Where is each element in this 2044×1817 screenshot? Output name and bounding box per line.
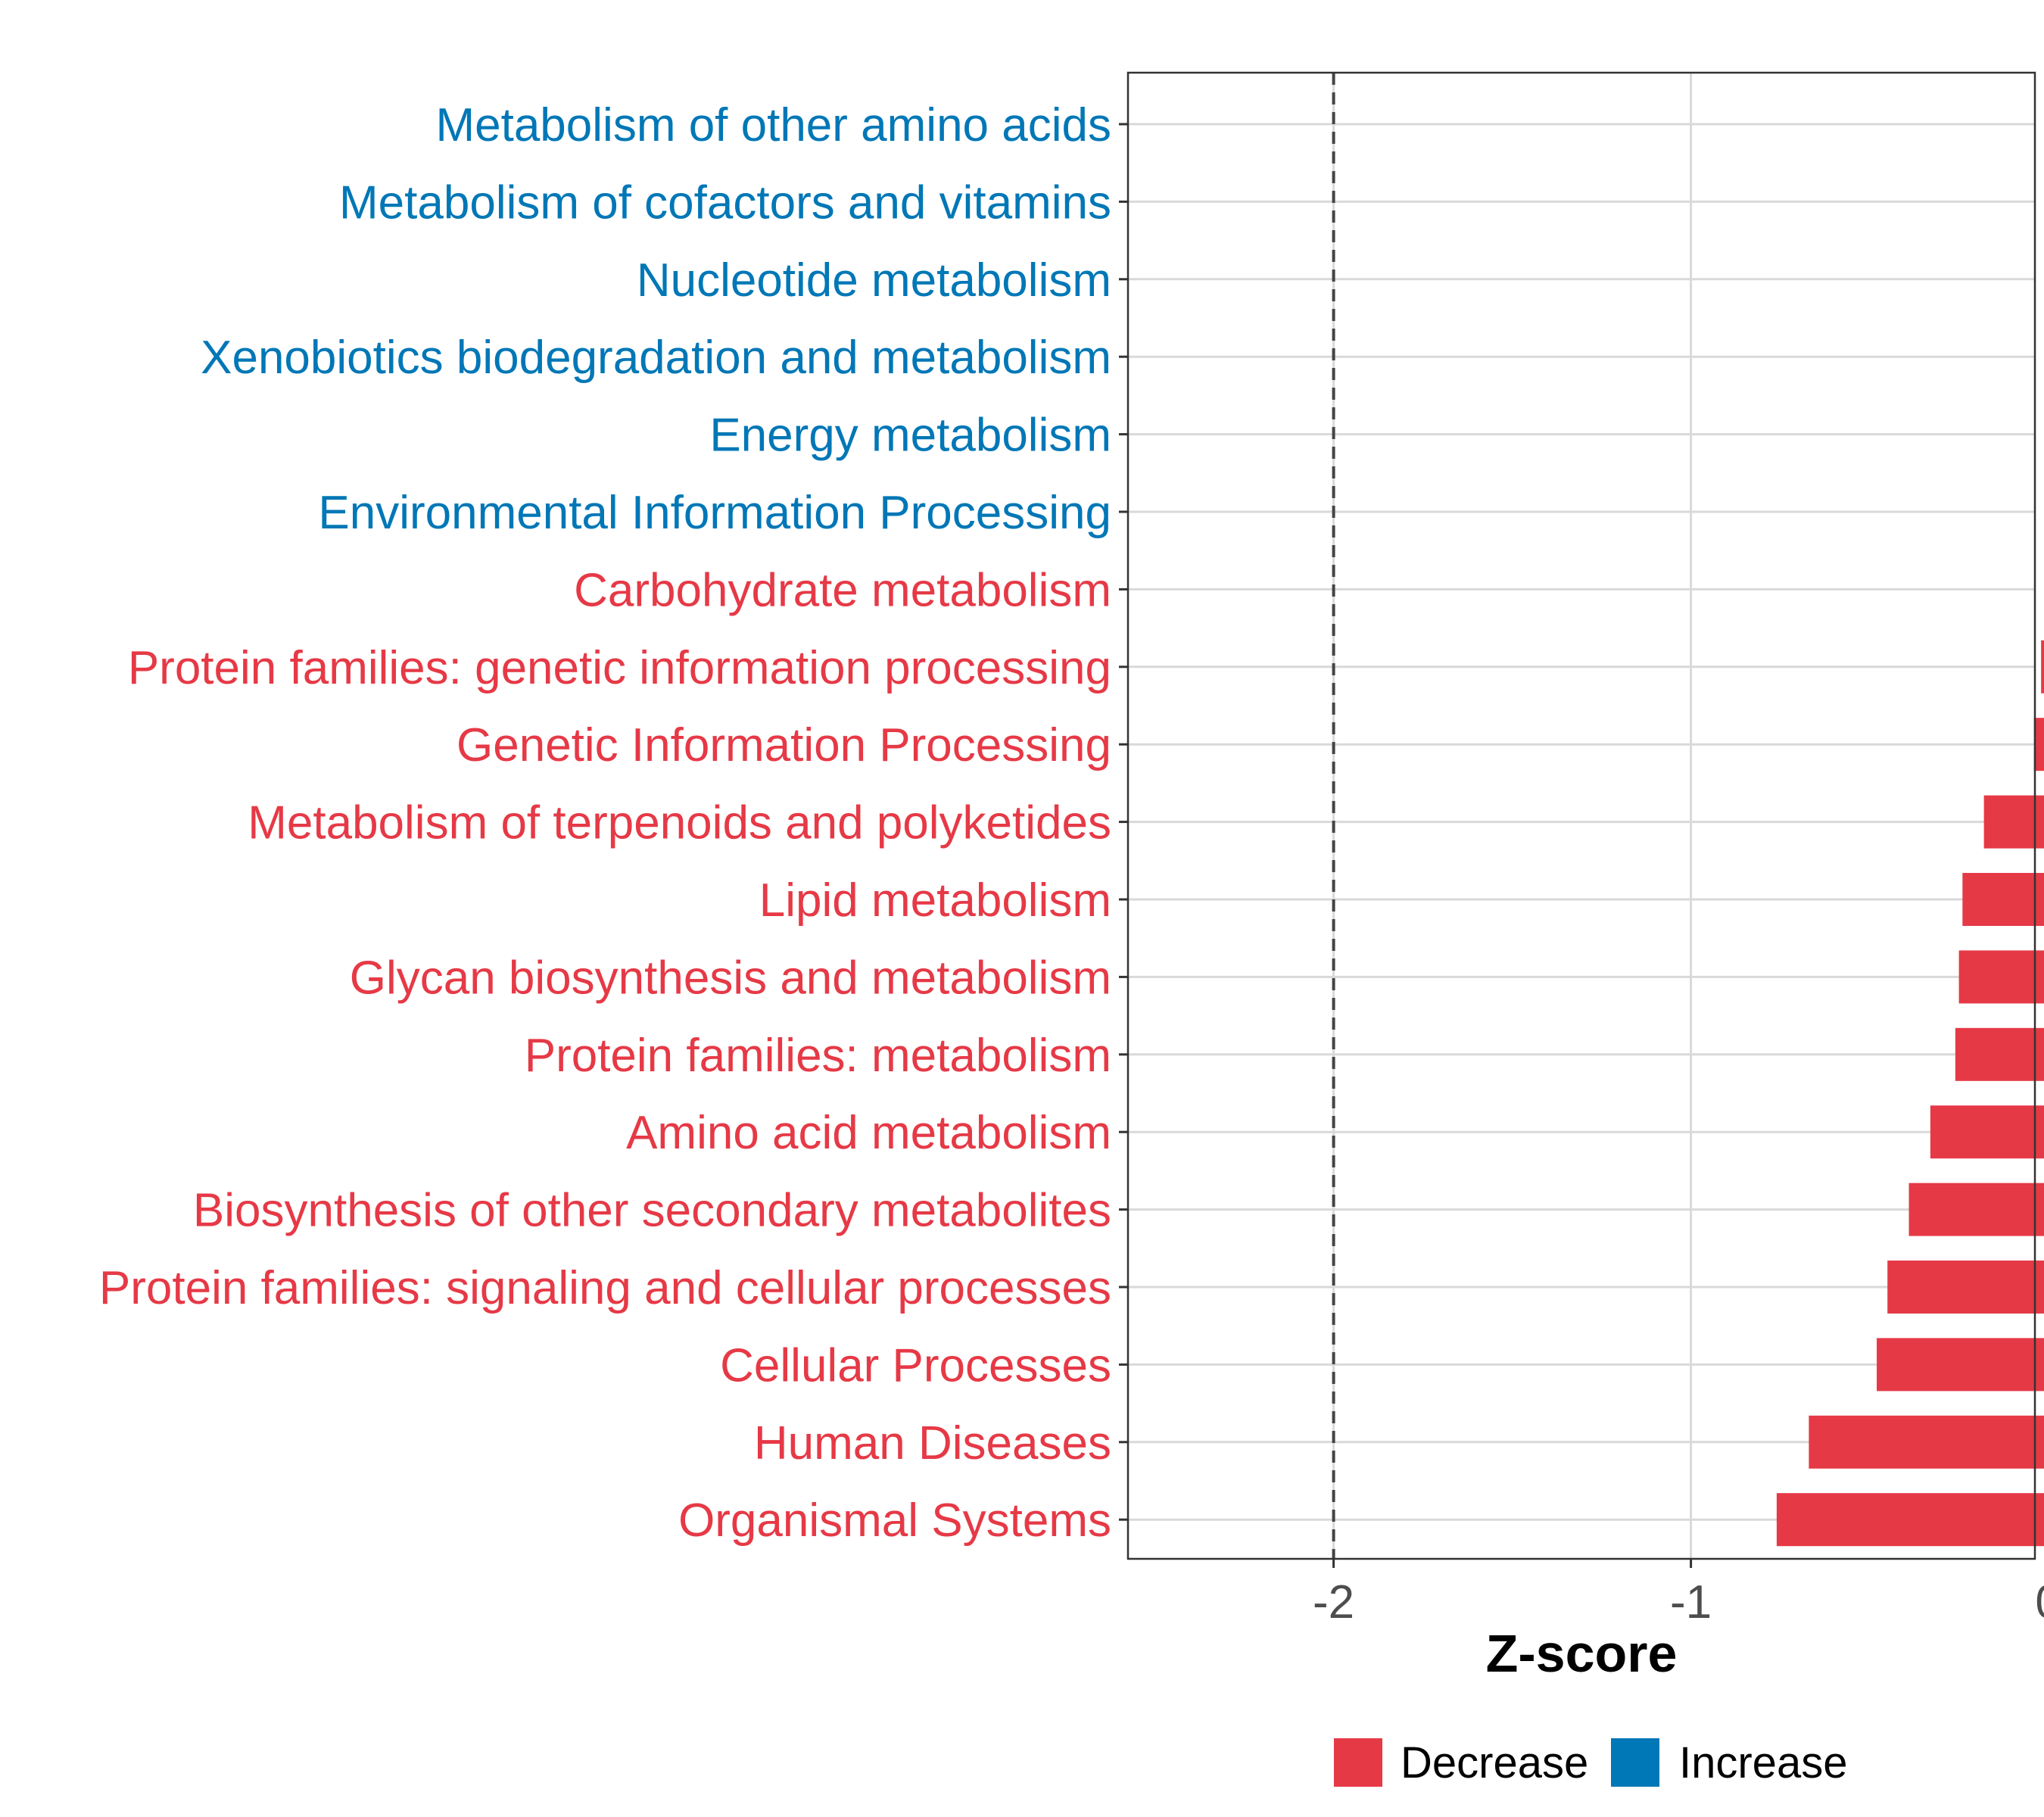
category-label-12: Glycan biosynthesis and metabolism xyxy=(350,952,1111,1004)
category-label-17: Cellular Processes xyxy=(720,1339,1111,1392)
category-label-2: Metabolism of cofactors and vitamins xyxy=(339,176,1111,229)
threshold-lines xyxy=(1332,73,1335,1559)
bar-16 xyxy=(1887,1261,2044,1314)
bar-9 xyxy=(2033,718,2044,771)
legend-swatch-decrease xyxy=(1334,1738,1382,1787)
x-tick-label-0: -2 xyxy=(1313,1576,1354,1628)
category-label-10: Metabolism of terpenoids and polyketides xyxy=(248,797,1111,849)
x-tick-label-1: -1 xyxy=(1670,1576,1712,1628)
legend: Decrease Increase xyxy=(1334,1738,1847,1787)
category-label-6: Environmental Information Processing xyxy=(318,487,1111,539)
category-label-4: Xenobiotics biodegradation and metabolis… xyxy=(201,332,1111,384)
category-label-11: Lipid metabolism xyxy=(759,874,1111,927)
plot-panel-border xyxy=(1126,71,2036,1560)
legend-label-increase: Increase xyxy=(1679,1738,1847,1787)
category-label-14: Amino acid metabolism xyxy=(626,1107,1111,1159)
category-label-9: Genetic Information Processing xyxy=(456,719,1111,771)
category-labels: Metabolism of other amino acids Metabolis… xyxy=(99,99,1128,1547)
bar-18 xyxy=(1809,1415,2044,1469)
category-label-13: Protein families: metabolism xyxy=(525,1030,1111,1082)
bar-15 xyxy=(1908,1183,2044,1236)
bar-14 xyxy=(1930,1105,2044,1159)
category-label-8: Protein families: genetic information pr… xyxy=(128,642,1111,694)
category-label-5: Energy metabolism xyxy=(709,410,1111,462)
bar-11 xyxy=(1962,873,2044,926)
category-label-18: Human Diseases xyxy=(754,1417,1111,1469)
category-label-15: Biosynthesis of other secondary metaboli… xyxy=(193,1185,1111,1237)
bar-19 xyxy=(1776,1493,2044,1547)
category-label-7: Carbohydrate metabolism xyxy=(574,564,1111,616)
legend-swatch-increase xyxy=(1611,1738,1659,1787)
bar-17 xyxy=(1877,1338,2044,1392)
x-axis-title: Z-score xyxy=(1486,1624,1678,1683)
category-label-19: Organismal Systems xyxy=(678,1494,1111,1547)
bar-8 xyxy=(2041,640,2044,693)
bar-13 xyxy=(1955,1027,2044,1081)
category-label-16: Protein families: signaling and cellular… xyxy=(99,1262,1111,1314)
legend-label-decrease: Decrease xyxy=(1401,1738,1588,1787)
x-tick-label-2: 0 xyxy=(2035,1576,2044,1628)
x-axis-ticks: -2-1012 xyxy=(1313,1559,2044,1628)
bar-12 xyxy=(1958,950,2044,1004)
category-label-3: Nucleotide metabolism xyxy=(637,254,1111,307)
category-label-1: Metabolism of other amino acids xyxy=(435,99,1111,151)
